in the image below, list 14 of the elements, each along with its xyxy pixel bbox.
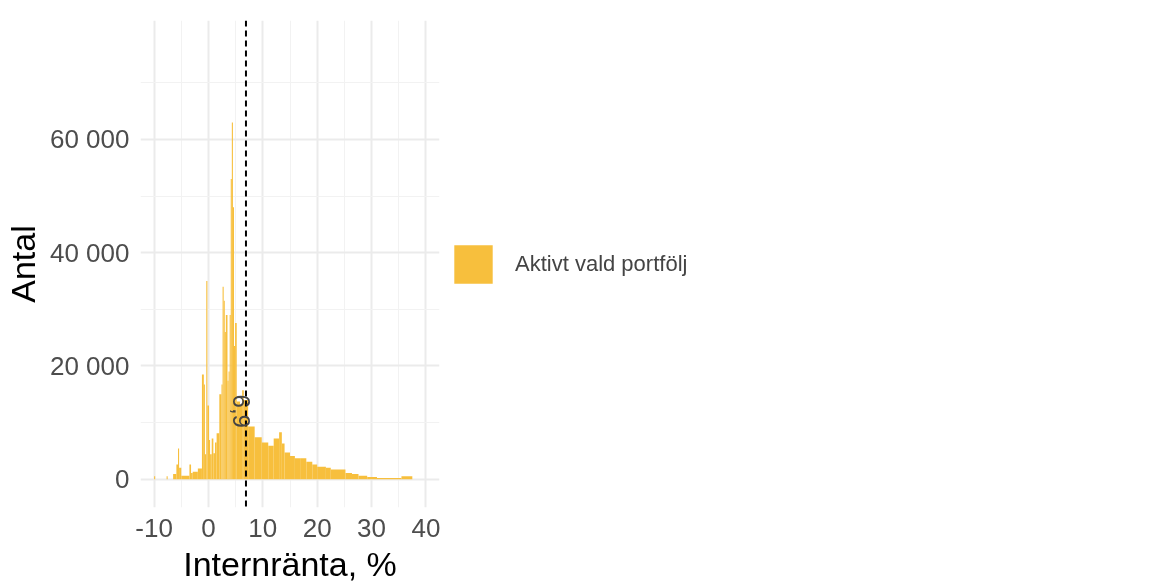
- y-tick-label: 40 000: [49, 237, 130, 268]
- x-axis-title: Internränta, %: [183, 544, 397, 583]
- y-tick-label: 60 000: [49, 124, 130, 155]
- ref-line-label: 6,9: [227, 394, 255, 428]
- x-tick-label: 0: [201, 512, 216, 543]
- y-tick-label: 20 000: [49, 350, 130, 381]
- y-axis-title: Antal: [3, 225, 42, 303]
- x-tick-label: -10: [135, 512, 173, 543]
- x-tick-label: 20: [302, 512, 332, 543]
- y-tick-label: 0: [115, 464, 130, 495]
- legend-label: Aktivt vald portfölj: [515, 250, 688, 277]
- x-tick-label: 30: [357, 512, 387, 543]
- x-tick-label: 40: [411, 512, 441, 543]
- x-tick-label: 10: [248, 512, 278, 543]
